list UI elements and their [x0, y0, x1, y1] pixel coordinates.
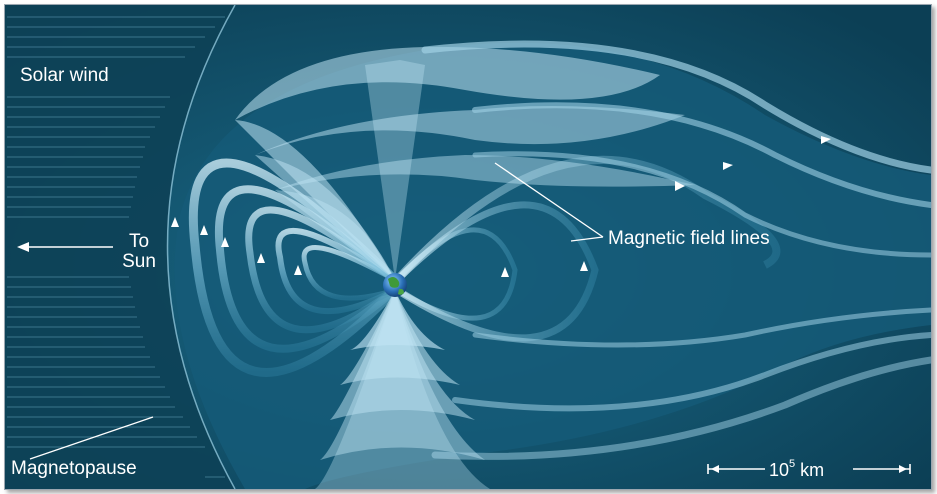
magnetosphere-diagram: Solar wind To Sun Magnetic field lines M… [4, 4, 932, 490]
earth-globe-icon [383, 273, 407, 297]
arrowhead-icon [171, 217, 179, 227]
arrowhead-icon [675, 181, 685, 191]
arrow-left-icon [17, 242, 113, 252]
magnetopause-pointer [29, 416, 154, 460]
magnetic-field-lines-label: Magnetic field lines [608, 228, 770, 249]
to-sun-label-line1: To [128, 231, 150, 252]
solar-wind-region [5, 5, 236, 489]
solar-wind-label: Solar wind [20, 65, 109, 86]
magnetopause-boundary [166, 5, 236, 489]
magnetopause-label: Magnetopause [11, 458, 137, 479]
to-sun-label-line2: Sun [122, 251, 156, 272]
arrowhead-icon [723, 162, 733, 170]
arrowhead-icon [257, 253, 265, 263]
scale-unit: km [795, 460, 825, 480]
southern-field-fan [315, 290, 490, 489]
field-lines-pointer-lower [570, 236, 604, 242]
dayside-field-lines [188, 158, 399, 377]
scale-exponent: 5 [789, 458, 796, 470]
arrowhead-icon [501, 267, 509, 277]
scale-base: 10 [769, 460, 790, 480]
arrowhead-icon [221, 237, 229, 247]
magnetotail-lines [421, 40, 931, 460]
arrowhead-icon [294, 265, 302, 275]
magnetosphere-illustration [5, 5, 931, 489]
field-lines-pointer-upper [494, 162, 604, 238]
nightside-field-lines [394, 155, 781, 342]
scale-bar [707, 464, 911, 474]
field-direction-arrows [171, 136, 831, 277]
northern-field-fan [235, 46, 695, 280]
arrowhead-icon [200, 225, 208, 235]
callout-lines [29, 162, 604, 460]
arrowhead-icon [821, 136, 831, 144]
arrowhead-icon [580, 261, 588, 271]
scale-label: 105 km [769, 456, 824, 481]
